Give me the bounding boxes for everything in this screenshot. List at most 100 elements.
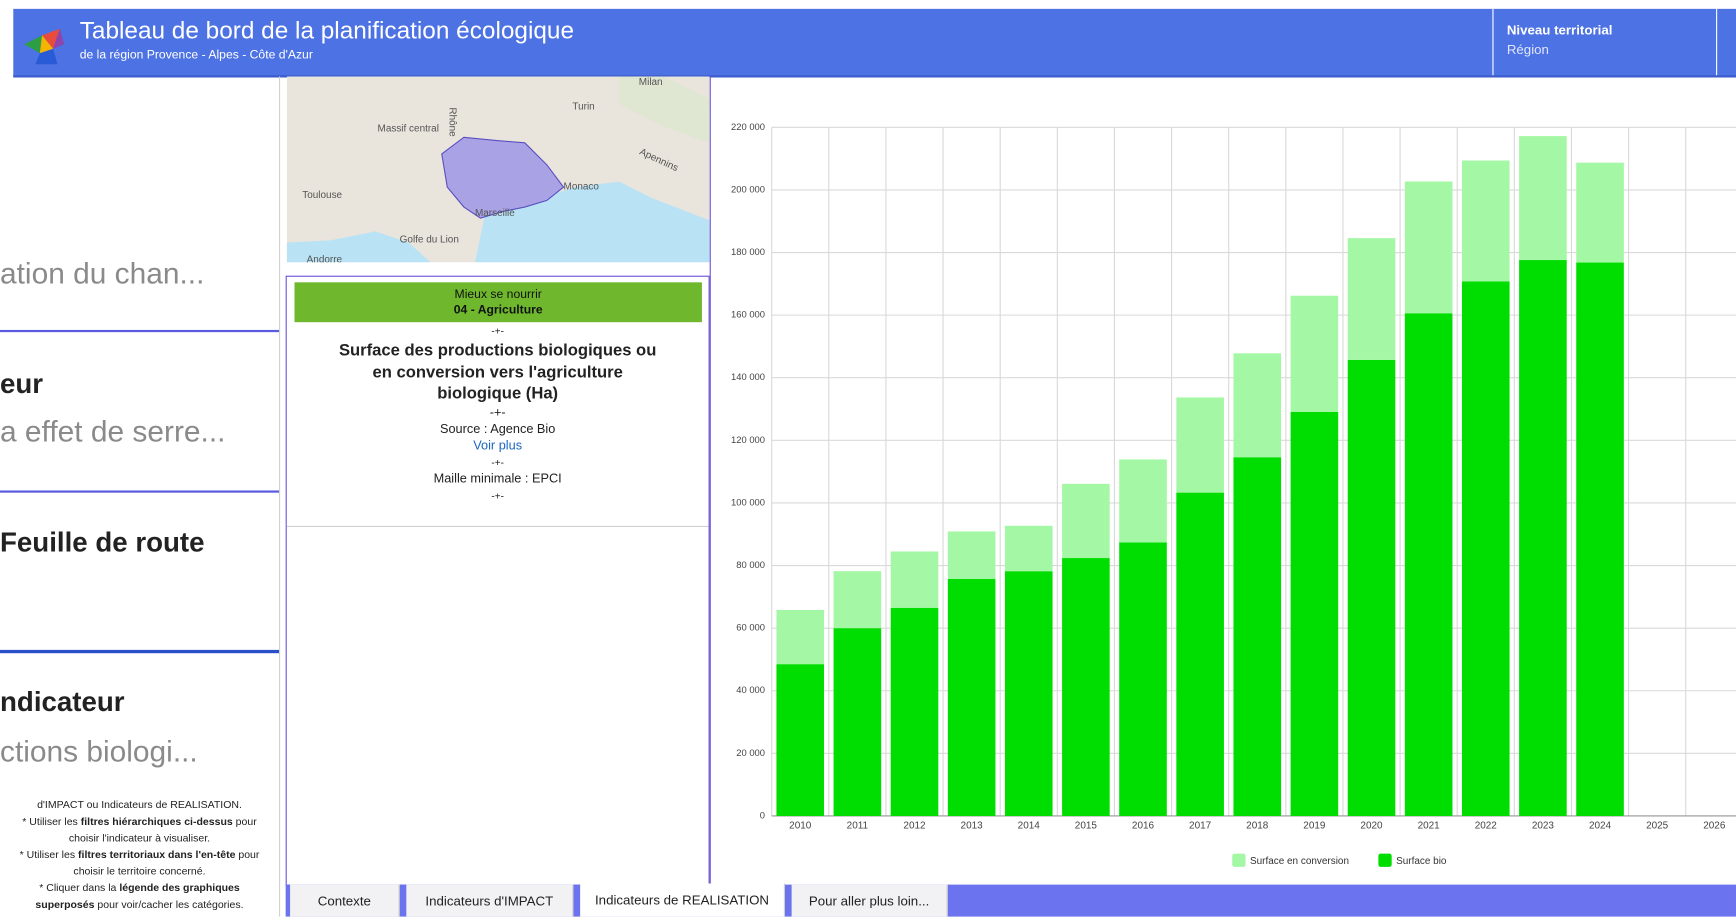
x-tick-label: 2013 — [961, 821, 984, 832]
filter-value[interactable]: ctions biologi... — [0, 735, 198, 769]
instruction-text: choisir le territoire concerné. — [73, 866, 205, 878]
sector: 04 - Agriculture — [294, 302, 701, 317]
legend-label[interactable]: Surface bio — [1396, 856, 1447, 867]
bar-segment — [1462, 281, 1510, 816]
filter-value[interactable]: a effet de serre... — [0, 415, 225, 449]
rule — [287, 526, 709, 527]
bar-segment — [1176, 397, 1224, 492]
bar-segment — [1062, 484, 1110, 558]
x-tick-label: 2017 — [1189, 821, 1212, 832]
x-tick-label: 2022 — [1475, 821, 1498, 832]
divider — [279, 76, 280, 916]
y-tick-label: 180 000 — [731, 246, 765, 257]
app-subtitle: de la région Provence - Alpes - Côte d'A… — [80, 49, 313, 62]
level-label: Niveau territorial — [1507, 22, 1613, 37]
tab[interactable]: Pour aller plus loin... — [792, 885, 948, 917]
instruction-line: choisir l'indicateur à visualiser. — [0, 830, 279, 847]
x-tick-label: 2024 — [1589, 821, 1612, 832]
x-tick-label: 2012 — [903, 821, 926, 832]
rule — [0, 650, 279, 653]
card-header: Mieux se nourrir 04 - Agriculture — [294, 282, 701, 322]
bar-segment — [1062, 558, 1110, 816]
bar-segment — [1005, 526, 1053, 571]
link[interactable]: Voir plus — [287, 438, 709, 455]
bar-segment — [1519, 260, 1567, 816]
instruction-text: filtres territoriaux dans l'en-tête — [78, 849, 235, 861]
logo — [20, 20, 66, 66]
bar-segment — [1405, 313, 1453, 816]
instructions: d'IMPACT ou Indicateurs de REALISATION. *… — [0, 797, 279, 913]
legend-label[interactable]: Surface en conversion — [1250, 856, 1349, 867]
bar-segment — [891, 608, 939, 816]
separator — [1492, 9, 1493, 75]
y-tick-label: 60 000 — [736, 622, 765, 633]
header: Tableau de bord de la planification écol… — [13, 9, 1736, 78]
separator-text: -+- — [287, 454, 709, 471]
y-tick-label: 80 000 — [736, 559, 765, 570]
map-label: Marseille — [475, 208, 515, 219]
bar-segment — [948, 531, 996, 579]
instruction-text: légende des graphiques — [119, 882, 239, 894]
tab[interactable]: Indicateurs de REALISATION — [580, 883, 785, 916]
bar-segment — [1348, 360, 1396, 816]
map-label: Milan — [639, 77, 663, 88]
instruction-text: superposés — [35, 899, 94, 911]
x-tick-label: 2026 — [1703, 821, 1726, 832]
bar-segment — [1005, 571, 1053, 816]
bar-segment — [1462, 161, 1510, 282]
bar-segment — [1576, 163, 1624, 263]
instruction-line: * Cliquer dans la légende des graphiques — [0, 880, 279, 897]
tab[interactable]: Indicateurs d'IMPACT — [406, 885, 573, 917]
y-tick-label: 220 000 — [731, 121, 765, 132]
divider — [710, 76, 711, 885]
legend-swatch[interactable] — [1232, 854, 1245, 867]
bar-segment — [891, 551, 939, 607]
bar-segment — [1176, 493, 1224, 816]
filter-label: eur — [0, 369, 43, 401]
instruction-line: * Utiliser les filtres territoriaux dans… — [0, 847, 279, 864]
bar-segment — [1576, 263, 1624, 816]
source: Source : Agence Bio — [287, 421, 709, 438]
x-tick-label: 2014 — [1018, 821, 1041, 832]
y-tick-label: 40 000 — [736, 684, 765, 695]
bar-segment — [948, 579, 996, 816]
instruction-text: * Cliquer dans la — [39, 882, 119, 894]
level-value[interactable]: Région — [1507, 42, 1549, 57]
x-tick-label: 2016 — [1132, 821, 1155, 832]
map-label: Toulouse — [302, 190, 342, 201]
legend-swatch[interactable] — [1378, 854, 1391, 867]
instruction-text: pour voir/cacher les catégories. — [94, 899, 243, 911]
x-tick-label: 2021 — [1418, 821, 1441, 832]
filter-label: Feuille de route — [0, 527, 205, 559]
bar-segment — [776, 610, 824, 664]
bar-segment — [776, 664, 824, 816]
dashboard: Tableau de bord de la planification écol… — [0, 0, 1736, 917]
app-title: Tableau de bord de la planification écol… — [80, 17, 574, 46]
bar-segment — [1348, 238, 1396, 360]
bar-segment — [1119, 459, 1167, 542]
rule — [0, 330, 279, 332]
map-label: Monaco — [564, 181, 600, 192]
instruction-text: d'IMPACT ou Indicateurs de REALISATION. — [37, 799, 242, 811]
bar-segment — [1291, 412, 1339, 816]
instruction-text: * Utiliser les — [22, 816, 80, 828]
y-tick-label: 0 — [760, 809, 765, 820]
map-label: Rhône — [446, 107, 457, 137]
map-label: Golfe du Lion — [400, 234, 459, 245]
instruction-line: * Utiliser les filtres hiérarchiques ci-… — [0, 814, 279, 831]
filter-value[interactable]: ation du chan... — [0, 257, 204, 291]
map-label: Andorre — [307, 254, 343, 262]
bar-segment — [1233, 353, 1281, 457]
instruction-line: choisir le territoire concerné. — [0, 864, 279, 881]
y-tick-label: 100 000 — [731, 496, 765, 507]
tab[interactable]: Contexte — [290, 885, 400, 917]
instruction-text: * Utiliser les — [20, 849, 78, 861]
bar-segment — [1519, 136, 1567, 260]
separator-text: -+- — [287, 323, 709, 340]
y-tick-label: 20 000 — [736, 747, 765, 758]
rule — [0, 490, 279, 492]
x-tick-label: 2023 — [1532, 821, 1555, 832]
